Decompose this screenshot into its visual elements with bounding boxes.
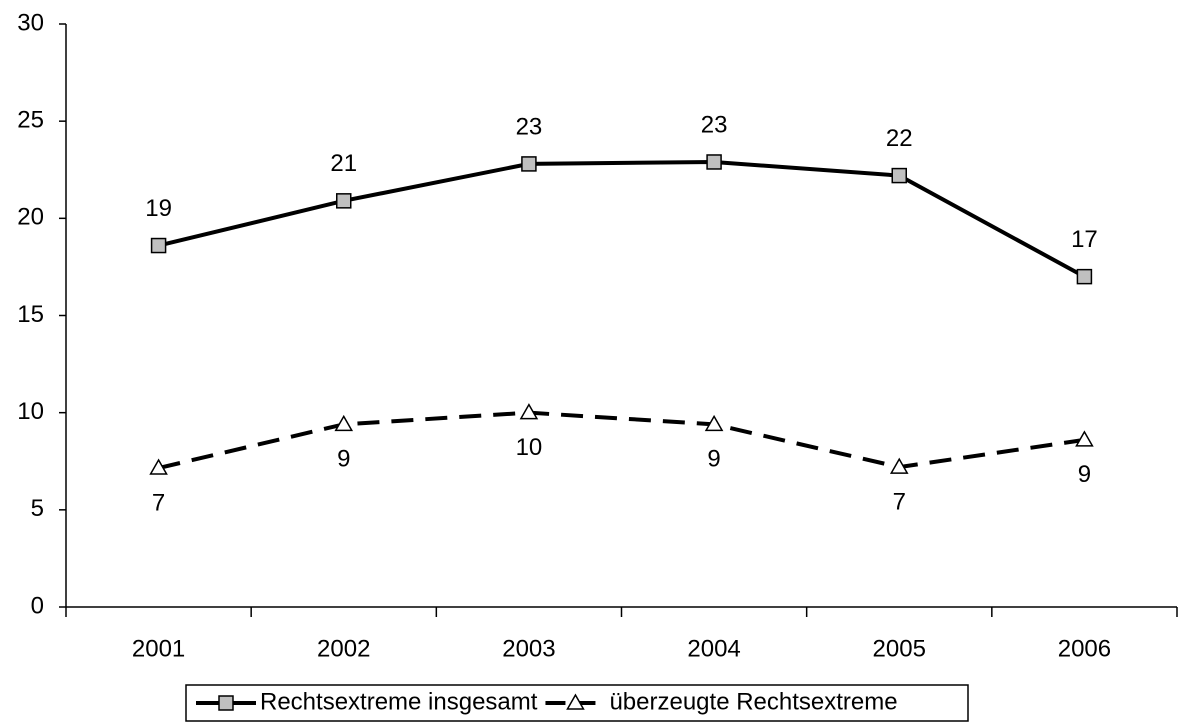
marker xyxy=(521,156,537,172)
data-label: 23 xyxy=(701,111,728,138)
y-tick-label: 25 xyxy=(17,107,44,134)
marker xyxy=(704,414,724,432)
x-tick-label: 2002 xyxy=(317,635,370,662)
x-tick-label: 2004 xyxy=(687,635,740,662)
x-tick-label: 2003 xyxy=(502,635,555,662)
marker xyxy=(519,403,539,420)
data-label: 22 xyxy=(886,125,913,152)
x-tick-label: 2001 xyxy=(132,635,185,662)
marker xyxy=(149,458,168,475)
marker xyxy=(566,693,585,710)
marker xyxy=(889,457,909,474)
data-label: 19 xyxy=(145,195,172,222)
marker xyxy=(150,237,167,254)
data-label: 7 xyxy=(893,488,906,515)
y-tick-label: 5 xyxy=(31,495,44,522)
marker xyxy=(706,154,722,170)
legend-label: überzeugte Rechtsextreme xyxy=(609,688,897,715)
data-label: 9 xyxy=(337,446,350,473)
data-label: 21 xyxy=(330,150,357,177)
y-tick-label: 10 xyxy=(17,398,44,425)
data-label: 23 xyxy=(516,113,543,140)
data-label: 10 xyxy=(516,434,543,461)
marker xyxy=(1076,268,1093,285)
marker xyxy=(891,167,907,184)
data-label: 7 xyxy=(152,489,165,516)
line xyxy=(158,159,1086,279)
data-label: 9 xyxy=(1078,461,1091,488)
y-tick-label: 30 xyxy=(17,9,44,36)
marker xyxy=(218,695,234,711)
y-tick-label: 15 xyxy=(17,301,44,328)
y-tick-label: 20 xyxy=(17,204,44,231)
marker xyxy=(1075,430,1094,447)
y-tick-label: 0 xyxy=(31,592,44,619)
line xyxy=(158,410,1085,470)
data-label: 9 xyxy=(707,446,720,473)
x-tick-label: 2006 xyxy=(1058,635,1111,662)
legend-label: Rechtsextreme insgesamt xyxy=(260,688,538,715)
marker xyxy=(336,193,352,209)
marker xyxy=(334,414,354,432)
data-label: 17 xyxy=(1071,226,1098,253)
x-tick-label: 2005 xyxy=(873,635,926,662)
